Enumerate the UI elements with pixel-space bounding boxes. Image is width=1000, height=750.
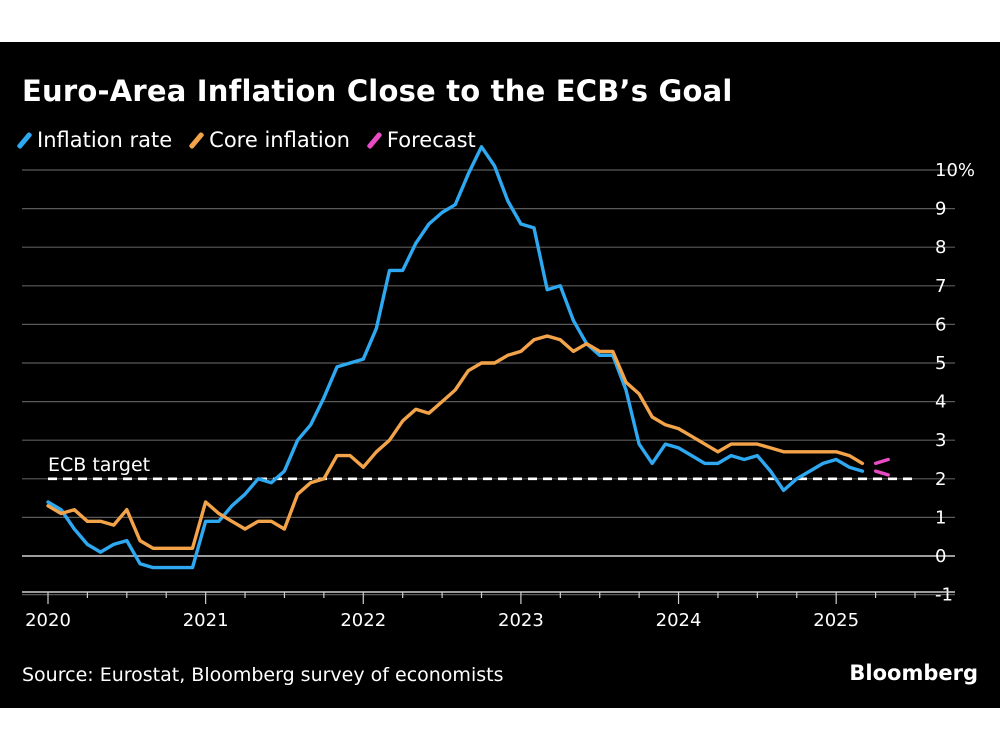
y-tick-label: 4 [935,392,946,413]
y-tick-label: 3 [935,430,946,451]
y-tick-label: 9 [935,199,946,220]
x-tick-label: 2020 [25,610,71,631]
y-tick-label: 2 [935,469,946,490]
legend-item-forecast: Forecast [366,128,476,152]
legend-label-core: Core inflation [209,128,350,152]
series-line-forecast-core [873,457,890,466]
source-note: Source: Eurostat, Bloomberg survey of ec… [22,664,504,686]
y-tick-label: 6 [935,314,946,335]
legend-item-core: Core inflation [188,128,350,152]
y-tick-label: 8 [935,237,946,258]
series-line-inflation-rate [46,145,865,570]
legend-label-forecast: Forecast [386,128,476,152]
y-tick-label: 5 [935,353,946,374]
y-tick-label: 1 [935,507,946,528]
chart-title: Euro-Area Inflation Close to the ECB’s G… [22,74,733,108]
x-tick-label: 2021 [183,610,229,631]
chart-plot: 10% 9 8 7 6 5 4 3 2 1 0 -1 2020 2021 2022 2023 2024 2025 E… [22,145,975,631]
x-tick-label: 2023 [498,610,544,631]
y-tick-label: 10% [935,160,975,181]
series-line-core-inflation [46,334,865,550]
x-tick-label: 2022 [340,610,386,631]
y-tick-label: -1 [935,585,953,606]
brand-logo: Bloomberg [849,661,978,685]
chart-card: Euro-Area Inflation Close to the ECB’s G… [0,42,1000,708]
x-tick-label: 2025 [813,610,859,631]
y-tick-label: 7 [935,276,946,297]
legend: Inflation rate Core inflation Forecast [16,128,476,152]
y-tick-label: 0 [935,546,946,567]
series-line-forecast-inflation [873,469,890,477]
legend-item-inflation: Inflation rate [16,128,173,152]
x-tick-label: 2024 [656,610,702,631]
legend-label-inflation: Inflation rate [37,128,173,152]
ecb-target-label: ECB target [48,454,150,476]
